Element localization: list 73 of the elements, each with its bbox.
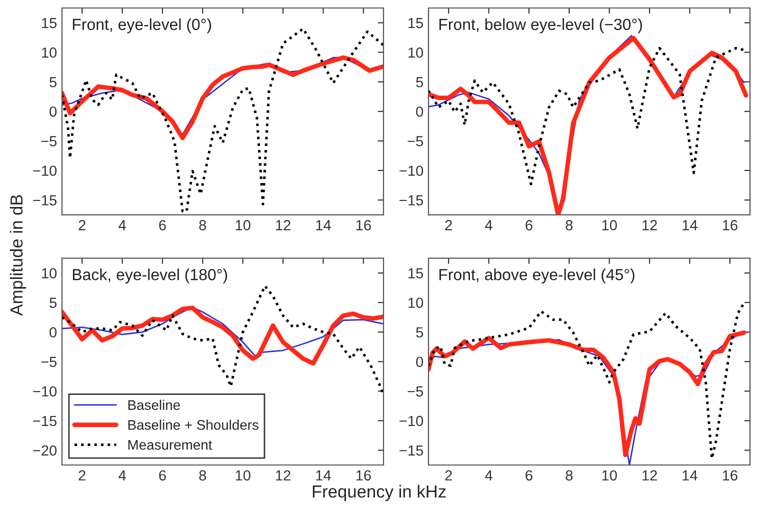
x-tick-label: 16 bbox=[722, 220, 738, 230]
line-series bbox=[428, 302, 746, 460]
x-tick-label: 4 bbox=[485, 220, 492, 230]
y-tick-label: −5 bbox=[408, 136, 424, 146]
x-tick-label: 14 bbox=[682, 470, 698, 480]
line-series bbox=[428, 46, 746, 186]
y-tick-label: −5 bbox=[41, 356, 57, 368]
line-series bbox=[62, 306, 384, 356]
x-tick-label: 10 bbox=[602, 470, 617, 481]
y-tick-label: −5 bbox=[408, 386, 424, 397]
y-tick-label: 10 bbox=[42, 47, 57, 58]
y-tick-label: 10 bbox=[42, 268, 57, 278]
text: Back, eye-level (180°) bbox=[72, 268, 228, 284]
x-tick-label: 6 bbox=[159, 220, 166, 230]
legend-label: Measurement bbox=[128, 440, 212, 450]
x-tick-label: 2 bbox=[78, 220, 86, 230]
y-tick-label: 5 bbox=[50, 77, 57, 88]
x-tick-label: 10 bbox=[236, 220, 250, 230]
text: Front, below eye-level (−30°) bbox=[439, 18, 642, 34]
x-tick-label: 12 bbox=[276, 220, 290, 230]
y-tick-label: −10 bbox=[400, 416, 424, 426]
y-tick-label: 5 bbox=[416, 327, 424, 338]
y-tick-label: −15 bbox=[400, 445, 424, 456]
x-tick-label: 8 bbox=[199, 220, 206, 230]
text: Front, above eye-level (45°) bbox=[439, 268, 634, 284]
x-tick-label: 8 bbox=[199, 470, 206, 481]
x-tick-label: 2 bbox=[445, 220, 452, 230]
y-tick-label: −15 bbox=[33, 416, 57, 426]
x-tick-label: 10 bbox=[602, 220, 617, 230]
x-tick-label: 12 bbox=[276, 470, 290, 480]
x-tick-label: 4 bbox=[485, 470, 492, 480]
legend-label: Baseline bbox=[128, 400, 180, 410]
x-tick-label: 12 bbox=[642, 470, 657, 480]
y-tick-label: 5 bbox=[50, 298, 57, 308]
y-tick-label: 15 bbox=[408, 268, 424, 278]
y-tick-label: −20 bbox=[33, 445, 57, 456]
y-tick-label: 10 bbox=[408, 298, 424, 308]
y-tick-label: 0 bbox=[50, 327, 57, 338]
y-tick-label: −10 bbox=[400, 166, 424, 176]
x-tick-label: 14 bbox=[316, 220, 331, 230]
x-tick-label: 6 bbox=[526, 220, 532, 230]
y-tick-label: 0 bbox=[50, 106, 57, 117]
text: Front, eye-level (0°) bbox=[72, 18, 212, 34]
x-tick-label: 10 bbox=[236, 470, 250, 481]
x-tick-label: 8 bbox=[566, 220, 573, 230]
x-tick-label: 2 bbox=[78, 470, 86, 480]
x-tick-label: 16 bbox=[356, 470, 371, 481]
x-axis-title: Frequency in kHz bbox=[312, 484, 446, 502]
line-series bbox=[62, 306, 384, 366]
x-tick-label: 16 bbox=[356, 220, 371, 230]
y-tick-label: −15 bbox=[33, 195, 57, 206]
x-tick-label: 14 bbox=[682, 220, 698, 230]
y-tick-label: 10 bbox=[408, 47, 424, 58]
x-tick-label: 6 bbox=[159, 470, 166, 481]
y-tick-label: 0 bbox=[416, 356, 424, 368]
x-tick-label: 8 bbox=[566, 470, 573, 481]
x-tick-label: 2 bbox=[445, 470, 452, 480]
x-tick-label: 16 bbox=[722, 470, 738, 481]
y-tick-label: −5 bbox=[41, 136, 57, 146]
y-tick-label: 15 bbox=[42, 18, 57, 28]
legend-label: Baseline + Shoulders bbox=[128, 420, 258, 430]
x-tick-label: 14 bbox=[316, 470, 331, 480]
x-tick-label: 6 bbox=[526, 470, 532, 481]
x-tick-label: 4 bbox=[118, 220, 126, 230]
x-tick-label: 12 bbox=[642, 220, 657, 230]
y-tick-label: −10 bbox=[33, 386, 57, 397]
y-tick-label: 0 bbox=[416, 106, 424, 117]
y-tick-label: 5 bbox=[416, 77, 424, 88]
y-axis-title: Amplitude in dB bbox=[10, 195, 26, 316]
x-tick-label: 4 bbox=[118, 470, 126, 480]
y-tick-label: 15 bbox=[408, 18, 424, 28]
y-tick-label: −10 bbox=[33, 166, 57, 176]
y-tick-label: −15 bbox=[400, 195, 424, 206]
